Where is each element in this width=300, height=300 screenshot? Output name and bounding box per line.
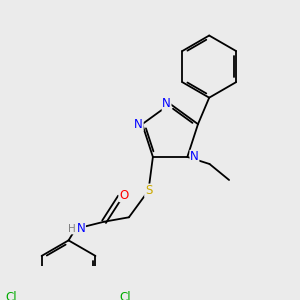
Text: S: S xyxy=(145,184,152,197)
Text: H: H xyxy=(68,224,76,234)
Text: N: N xyxy=(162,98,171,110)
Text: N: N xyxy=(190,150,199,164)
Text: N: N xyxy=(76,222,85,235)
Text: Cl: Cl xyxy=(6,291,17,300)
Text: O: O xyxy=(119,189,128,202)
Text: N: N xyxy=(134,118,143,130)
Text: Cl: Cl xyxy=(120,291,131,300)
